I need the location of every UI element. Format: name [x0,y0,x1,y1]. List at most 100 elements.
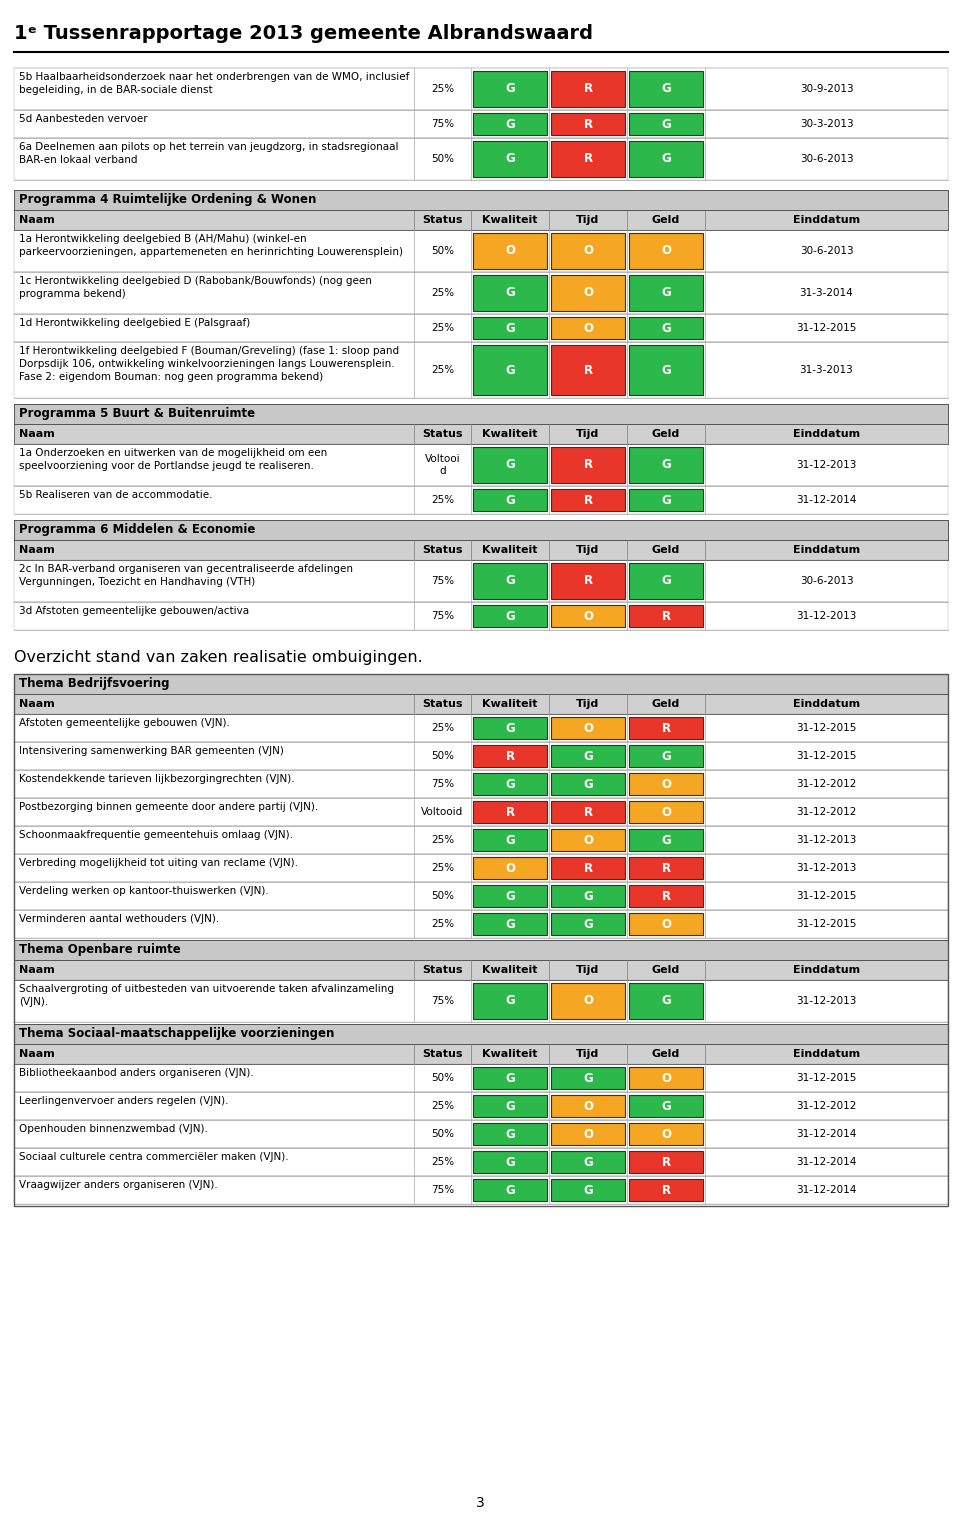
Bar [629,233,703,270]
Bar [14,190,948,210]
Text: Naam: Naam [19,545,55,555]
Bar [551,829,625,850]
Text: Bibliotheekaanbod anders organiseren (VJN).: Bibliotheekaanbod anders organiseren (VJ… [19,1068,253,1079]
Text: 1a Onderzoeken en uitwerken van de mogelijkheid om een
speelvoorziening voor de : 1a Onderzoeken en uitwerken van de mogel… [19,447,327,472]
Text: G: G [661,493,671,507]
Text: 2c In BAR-verband organiseren van gecentraliseerde afdelingen
Vergunningen, Toez: 2c In BAR-verband organiseren van gecent… [19,564,353,587]
Text: G: G [661,153,671,165]
Text: O: O [583,286,593,299]
Text: Geld: Geld [652,965,680,974]
Bar [629,856,703,879]
Bar [551,276,625,311]
Text: 75%: 75% [431,996,454,1007]
Text: Tijd: Tijd [576,214,600,225]
Text: Status: Status [422,965,463,974]
Bar [629,1180,703,1201]
Text: O: O [583,994,593,1008]
Text: Tijd: Tijd [576,965,600,974]
Text: Status: Status [422,545,463,555]
Text: O: O [661,1128,671,1140]
Text: G: G [583,1184,593,1196]
Bar [14,853,948,882]
Bar [629,885,703,907]
Text: R: R [661,861,671,875]
Bar [14,1147,948,1177]
Bar [14,941,948,961]
Text: 5b Haalbaarheidsonderzoek naar het onderbrengen van de WMO, inclusief
begeleidin: 5b Haalbaarheidsonderzoek naar het onder… [19,72,409,95]
Text: O: O [661,806,671,818]
Text: Voltooi
d: Voltooi d [424,453,460,476]
Text: R: R [505,806,515,818]
Bar [551,913,625,935]
Bar [629,447,703,483]
Text: Naam: Naam [19,1049,55,1059]
Bar [14,273,948,314]
Text: Einddatum: Einddatum [793,1049,860,1059]
Text: 75%: 75% [431,119,454,129]
Bar [629,489,703,512]
Text: G: G [583,890,593,902]
Bar [629,1095,703,1117]
Text: G: G [505,1071,515,1085]
Bar [551,1123,625,1144]
Text: Status: Status [422,1049,463,1059]
Text: Kostendekkende tarieven lijkbezorgingrechten (VJN).: Kostendekkende tarieven lijkbezorgingrec… [19,774,295,784]
Text: 31-12-2015: 31-12-2015 [796,892,856,901]
Text: O: O [661,778,671,791]
Text: Programma 4 Ruimtelijke Ordening & Wonen: Programma 4 Ruimtelijke Ordening & Wonen [19,193,317,207]
Bar [551,562,625,599]
Text: Openhouden binnenzwembad (VJN).: Openhouden binnenzwembad (VJN). [19,1124,208,1134]
Text: Programma 5 Buurt & Buitenruimte: Programma 5 Buurt & Buitenruimte [19,408,255,420]
Text: R: R [661,610,671,622]
Text: 31-12-2012: 31-12-2012 [796,1102,856,1111]
Text: G: G [583,918,593,930]
Bar [473,1123,547,1144]
Text: R: R [584,458,592,472]
Bar [473,856,547,879]
Text: 25%: 25% [431,495,454,506]
Text: G: G [583,778,593,791]
Text: G: G [661,833,671,847]
Text: O: O [583,245,593,257]
Bar [14,519,948,539]
Bar [473,1066,547,1089]
Text: G: G [505,722,515,734]
Bar [14,980,948,1022]
Bar [473,774,547,795]
Bar [629,605,703,627]
Bar [473,489,547,512]
Text: Schaalvergroting of uitbesteden van uitvoerende taken afvalinzameling
(VJN).: Schaalvergroting of uitbesteden van uitv… [19,984,394,1007]
Text: 25%: 25% [431,365,454,375]
Bar [473,276,547,311]
Text: R: R [584,363,592,377]
Text: Afstoten gemeentelijke gebouwen (VJN).: Afstoten gemeentelijke gebouwen (VJN). [19,719,229,728]
Text: G: G [505,994,515,1008]
Bar [14,602,948,630]
Bar [551,345,625,395]
Text: G: G [661,286,671,299]
Bar [14,342,948,398]
Bar [14,674,948,694]
Text: Naam: Naam [19,965,55,974]
Bar [551,885,625,907]
Text: 75%: 75% [431,1184,454,1195]
Bar [473,233,547,270]
Text: 5b Realiseren van de accommodatie.: 5b Realiseren van de accommodatie. [19,490,212,499]
Text: 30-6-2013: 30-6-2013 [800,155,853,164]
Text: G: G [661,994,671,1008]
Text: 31-12-2013: 31-12-2013 [796,460,856,470]
Text: R: R [661,722,671,734]
Text: 50%: 50% [431,247,454,256]
Bar [14,741,948,771]
Bar [551,317,625,339]
Bar [551,856,625,879]
Bar [473,113,547,135]
Bar [14,1177,948,1204]
Text: Verdeling werken op kantoor-thuiswerken (VJN).: Verdeling werken op kantoor-thuiswerken … [19,885,269,896]
Bar [551,447,625,483]
Bar [629,745,703,768]
Bar [14,694,948,714]
Bar [551,141,625,178]
Text: Sociaal culturele centra commerciëler maken (VJN).: Sociaal culturele centra commerciëler ma… [19,1152,289,1161]
Bar [629,984,703,1019]
